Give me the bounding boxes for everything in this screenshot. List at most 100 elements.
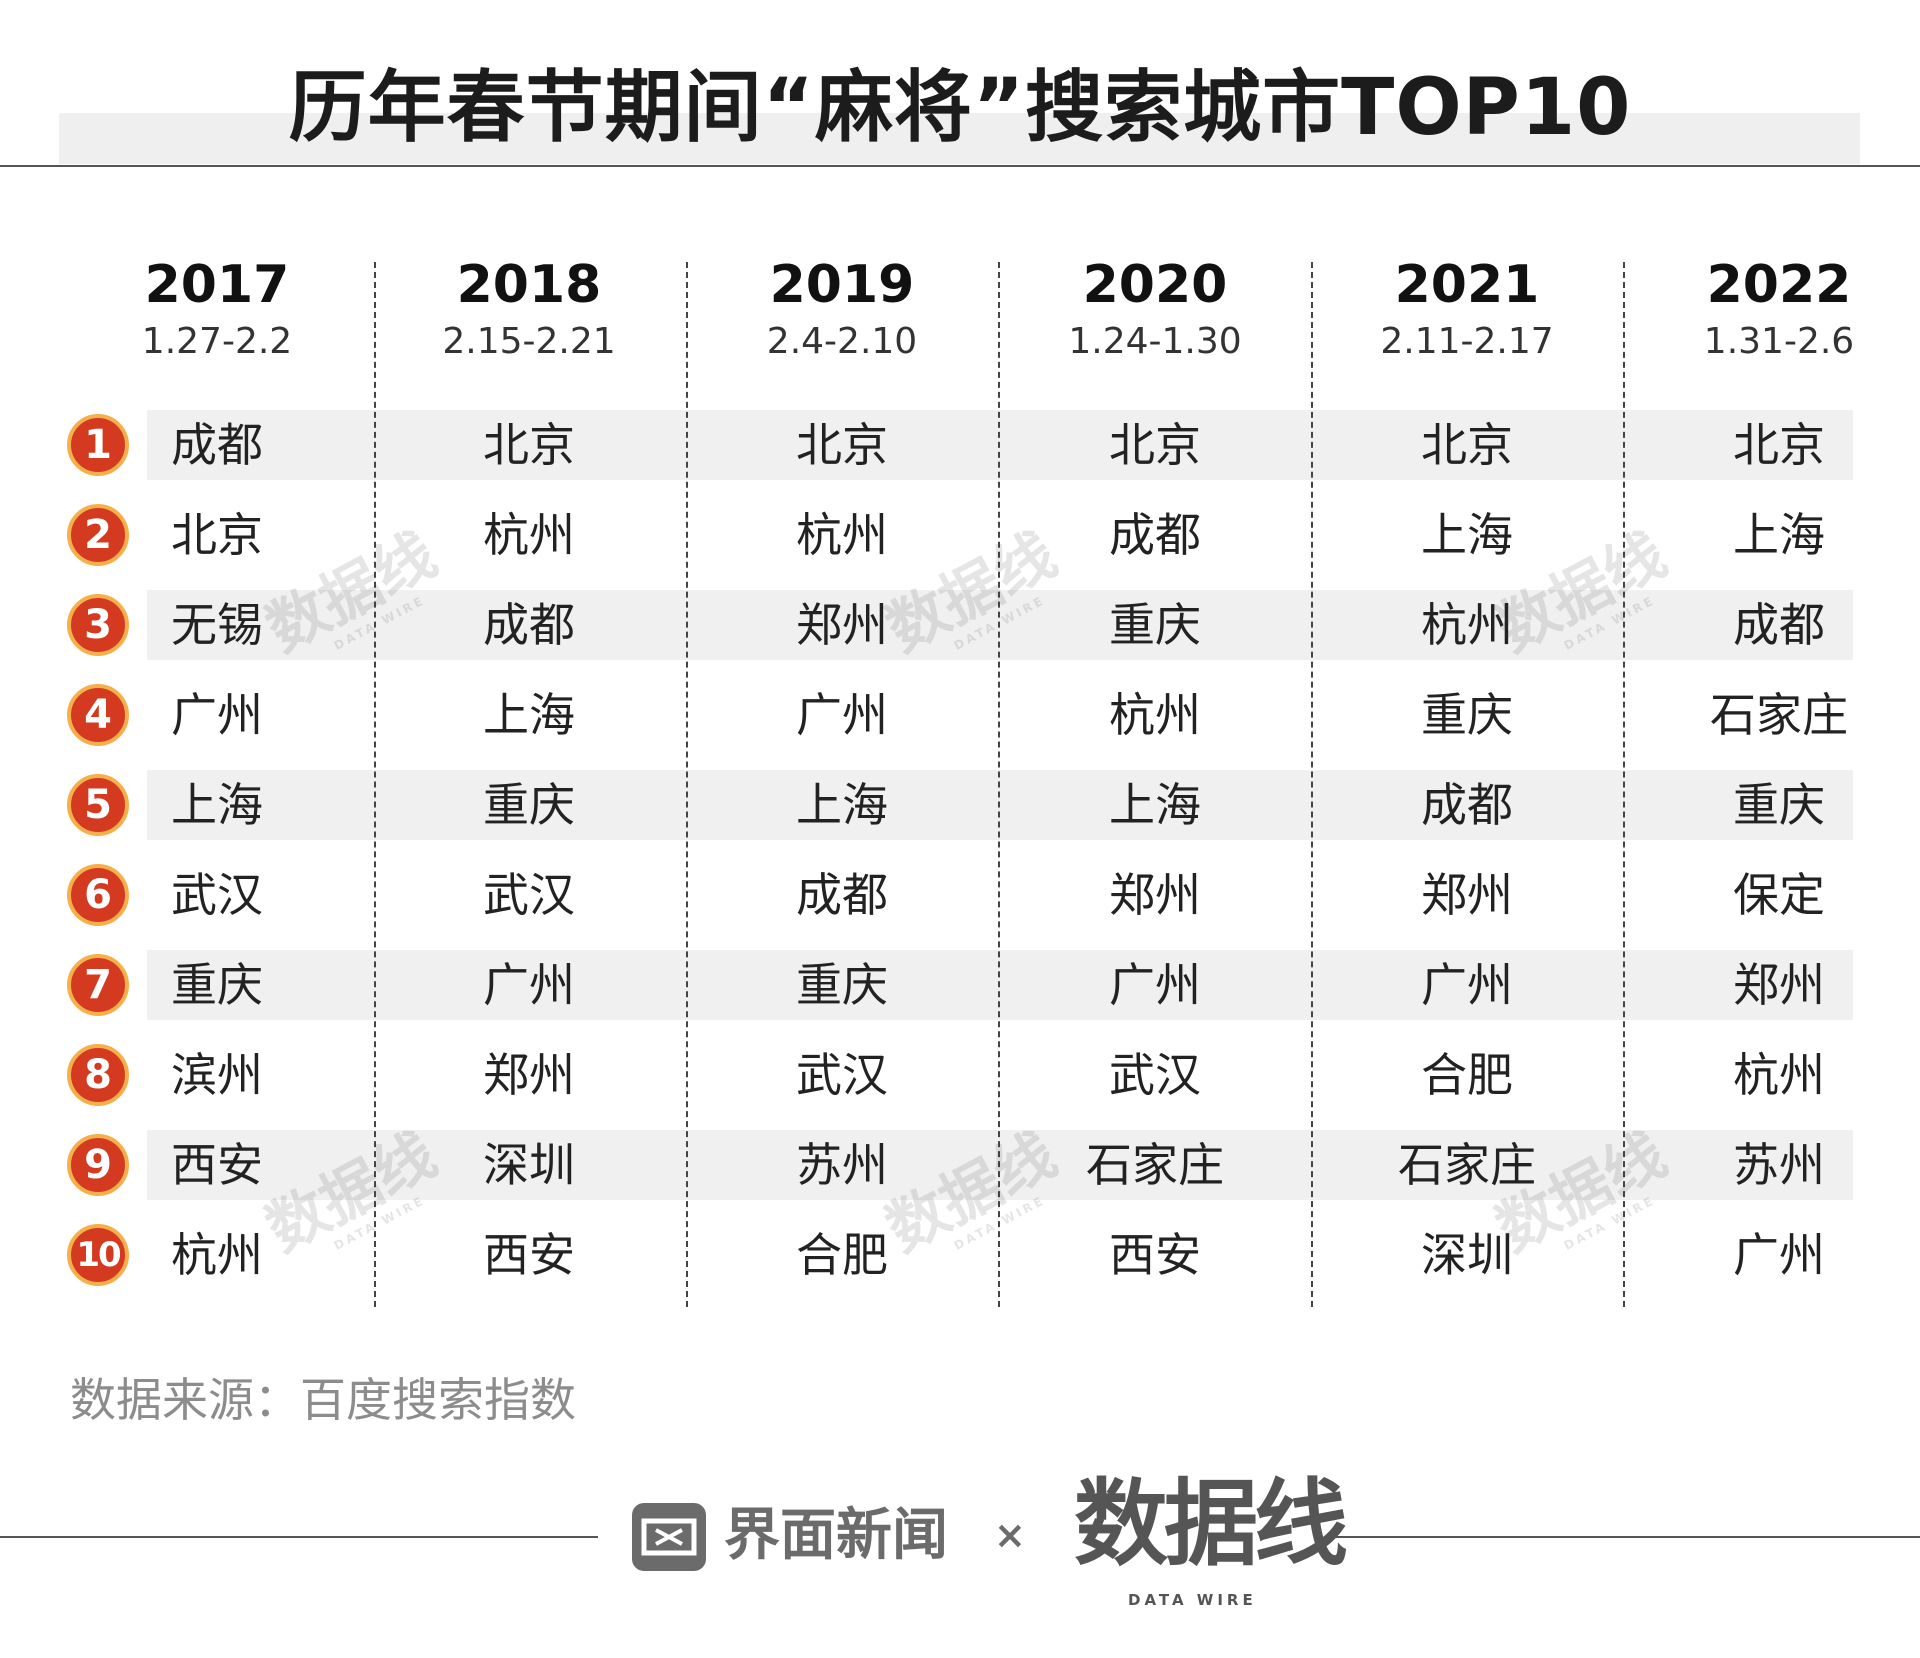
- city-cell: 武汉: [171, 868, 263, 922]
- source-note: 数据来源：百度搜索指数: [70, 1373, 576, 1427]
- row-band: [147, 410, 1853, 480]
- city-cell: 郑州: [1109, 868, 1201, 922]
- rank-badge: 2: [67, 504, 129, 566]
- column-year: 2019: [769, 255, 915, 315]
- city-cell: 武汉: [483, 868, 575, 922]
- city-cell: 上海: [796, 778, 888, 832]
- footer-rule-left: [0, 1536, 598, 1538]
- city-cell: 上海: [1421, 508, 1513, 562]
- city-cell: 滨州: [171, 1048, 263, 1102]
- times-sign: ×: [994, 1513, 1026, 1557]
- city-cell: 广州: [796, 688, 888, 742]
- jiemian-logo-icon: [632, 1503, 706, 1571]
- rank-badge: 7: [67, 954, 129, 1016]
- jiemian-brand: 界面新闻: [724, 1503, 948, 1568]
- city-cell: 深圳: [483, 1138, 575, 1192]
- column-year: 2017: [144, 255, 290, 315]
- city-cell: 杭州: [796, 508, 888, 562]
- city-cell: 成都: [1421, 778, 1513, 832]
- city-cell: 无锡: [171, 598, 263, 652]
- rank-badge: 6: [67, 864, 129, 926]
- city-cell: 郑州: [796, 598, 888, 652]
- column-dates: 2.4-2.10: [766, 321, 918, 362]
- column-year: 2018: [456, 255, 602, 315]
- column-divider: [1623, 262, 1625, 1307]
- city-cell: 成都: [796, 868, 888, 922]
- city-cell: 武汉: [796, 1048, 888, 1102]
- city-cell: 上海: [483, 688, 575, 742]
- city-cell: 重庆: [1109, 598, 1201, 652]
- column-divider: [1311, 262, 1313, 1307]
- city-cell: 合肥: [796, 1228, 888, 1282]
- city-cell: 重庆: [483, 778, 575, 832]
- rank-badge: 10: [67, 1224, 129, 1286]
- row-band: [147, 1130, 1853, 1200]
- city-cell: 上海: [1109, 778, 1201, 832]
- city-cell: 郑州: [483, 1048, 575, 1102]
- title-rule: [0, 165, 1920, 167]
- column-dates: 1.27-2.2: [141, 321, 293, 362]
- city-cell: 杭州: [1421, 598, 1513, 652]
- page-title: 历年春节期间“麻将”搜索城市TOP10: [288, 63, 1632, 153]
- row-band: [147, 950, 1853, 1020]
- datawire-brand-sub: DATA WIRE: [1128, 1591, 1257, 1609]
- city-cell: 成都: [483, 598, 575, 652]
- row-band: [147, 770, 1853, 840]
- column-dates: 1.31-2.6: [1703, 321, 1855, 362]
- city-cell: 苏州: [796, 1138, 888, 1192]
- row-band: [147, 590, 1853, 660]
- city-cell: 北京: [1733, 418, 1825, 472]
- column-year: 2022: [1706, 255, 1852, 315]
- city-cell: 成都: [1109, 508, 1201, 562]
- city-cell: 重庆: [1733, 778, 1825, 832]
- rank-badge: 3: [67, 594, 129, 656]
- city-cell: 成都: [171, 418, 263, 472]
- city-cell: 上海: [1733, 508, 1825, 562]
- city-cell: 广州: [1109, 958, 1201, 1012]
- column-divider: [998, 262, 1000, 1307]
- column-year: 2021: [1394, 255, 1540, 315]
- city-cell: 苏州: [1733, 1138, 1825, 1192]
- city-cell: 广州: [483, 958, 575, 1012]
- city-cell: 广州: [1421, 958, 1513, 1012]
- city-cell: 上海: [171, 778, 263, 832]
- city-cell: 北京: [1109, 418, 1201, 472]
- city-cell: 西安: [483, 1228, 575, 1282]
- city-cell: 杭州: [483, 508, 575, 562]
- city-cell: 西安: [171, 1138, 263, 1192]
- rank-badge: 4: [67, 684, 129, 746]
- city-cell: 北京: [483, 418, 575, 472]
- footer-rule-right: [1324, 1536, 1920, 1538]
- city-cell: 杭州: [1733, 1048, 1825, 1102]
- city-cell: 深圳: [1421, 1228, 1513, 1282]
- city-cell: 保定: [1733, 868, 1825, 922]
- city-cell: 重庆: [1421, 688, 1513, 742]
- city-cell: 广州: [171, 688, 263, 742]
- city-cell: 北京: [171, 508, 263, 562]
- rank-badge: 9: [67, 1134, 129, 1196]
- city-cell: 重庆: [171, 958, 263, 1012]
- column-divider: [686, 262, 688, 1307]
- city-cell: 合肥: [1421, 1048, 1513, 1102]
- city-cell: 重庆: [796, 958, 888, 1012]
- city-cell: 武汉: [1109, 1048, 1201, 1102]
- city-cell: 石家庄: [1398, 1138, 1536, 1192]
- city-cell: 石家庄: [1086, 1138, 1224, 1192]
- city-cell: 北京: [1421, 418, 1513, 472]
- city-cell: 西安: [1109, 1228, 1201, 1282]
- rank-badge: 1: [67, 414, 129, 476]
- city-cell: 石家庄: [1710, 688, 1848, 742]
- rank-badge: 8: [67, 1044, 129, 1106]
- title-band: [59, 113, 1860, 164]
- column-divider: [374, 262, 376, 1307]
- city-cell: 郑州: [1421, 868, 1513, 922]
- column-dates: 2.11-2.17: [1380, 321, 1554, 362]
- datawire-brand: 数据线: [1074, 1470, 1348, 1579]
- city-cell: 杭州: [1109, 688, 1201, 742]
- rank-badge: 5: [67, 774, 129, 836]
- column-dates: 2.15-2.21: [442, 321, 616, 362]
- city-cell: 成都: [1733, 598, 1825, 652]
- city-cell: 杭州: [171, 1228, 263, 1282]
- column-year: 2020: [1082, 255, 1228, 315]
